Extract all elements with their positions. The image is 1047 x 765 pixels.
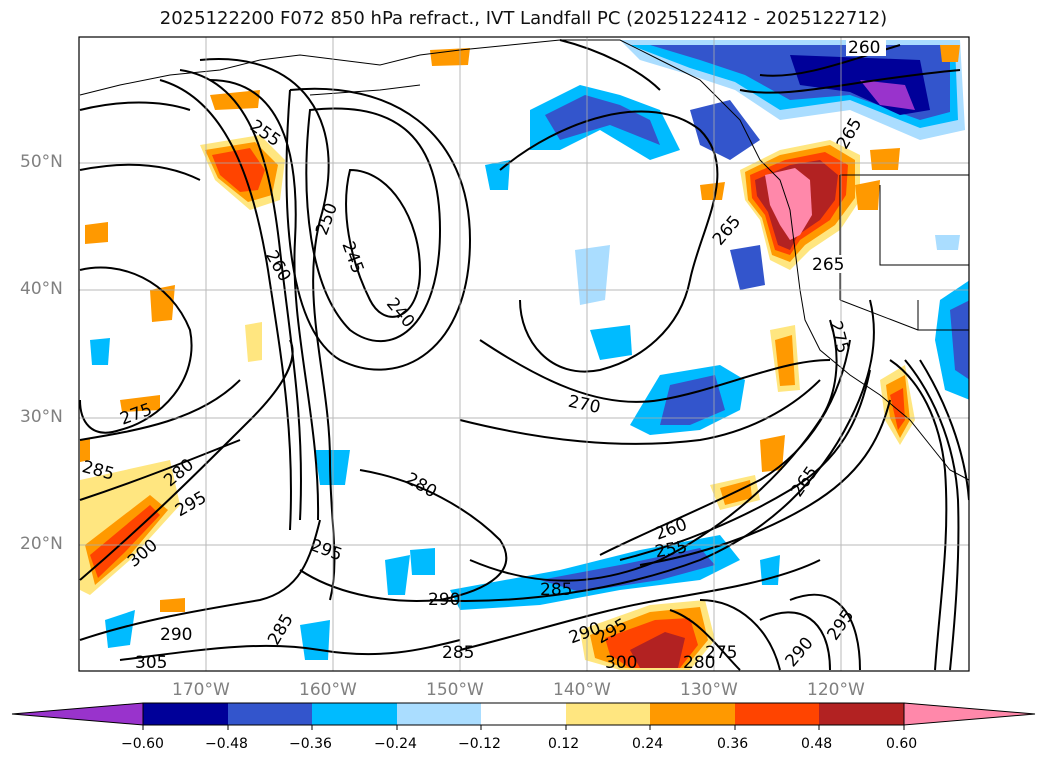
colorbar-tick-label: 0.36 — [717, 736, 749, 752]
colorbar-tick-label: −0.12 — [458, 736, 501, 752]
colorbar-swatch — [481, 703, 566, 725]
lon-label: 150°W — [426, 680, 484, 700]
colorbar-tick-label: 0.24 — [632, 736, 664, 752]
colorbar-tick-label: 0.60 — [886, 736, 918, 752]
colorbar-swatch — [819, 703, 904, 725]
colorbar-tick-label: −0.24 — [374, 736, 417, 752]
shaded-anomalies — [80, 40, 969, 670]
lat-label: 20°N — [20, 534, 63, 554]
colorbar-swatch — [735, 703, 819, 725]
colorbar-swatch — [397, 703, 481, 725]
lon-label: 170°W — [172, 680, 230, 700]
colorbar-swatch — [650, 703, 735, 725]
colorbar-tick-label: 0.12 — [548, 736, 580, 752]
colorbar-swatch — [312, 703, 397, 725]
contour-label: 300 — [605, 653, 637, 673]
colorbar-tick-label: −0.48 — [205, 736, 248, 752]
colorbar-swatch — [903, 702, 1036, 726]
lon-label: 160°W — [299, 680, 357, 700]
graticule — [79, 37, 969, 671]
colorbar-tick-label: 0.48 — [801, 736, 833, 752]
colorbar-swatch — [11, 702, 144, 726]
lon-label: 140°W — [553, 680, 611, 700]
contour-label: 290 — [428, 590, 460, 610]
contour-label: 280 — [683, 653, 715, 673]
lat-label: 50°N — [20, 152, 63, 172]
colorbar-swatch — [566, 703, 650, 725]
lon-label: 120°W — [807, 680, 865, 700]
colorbar-swatch — [228, 703, 312, 725]
contour-label: 305 — [135, 653, 167, 673]
contour-label: 285 — [442, 643, 474, 663]
lat-label: 30°N — [20, 407, 63, 427]
contour-label: 290 — [160, 625, 192, 645]
lon-label: 130°W — [680, 680, 738, 700]
contour-label: 260 — [848, 38, 880, 58]
contour-label: 275 — [705, 643, 737, 663]
contour-lines — [79, 39, 969, 671]
map-title: 2025122200 F072 850 hPa refract., IVT La… — [159, 8, 888, 29]
contour-label: 265 — [812, 255, 844, 275]
colorbar-tick-label: −0.60 — [121, 736, 164, 752]
colorbar-tick-label: −0.36 — [289, 736, 332, 752]
colorbar-swatch — [143, 703, 228, 725]
lat-label: 40°N — [20, 279, 63, 299]
contour-label: 285 — [540, 580, 572, 600]
colorbar — [11, 702, 1036, 730]
